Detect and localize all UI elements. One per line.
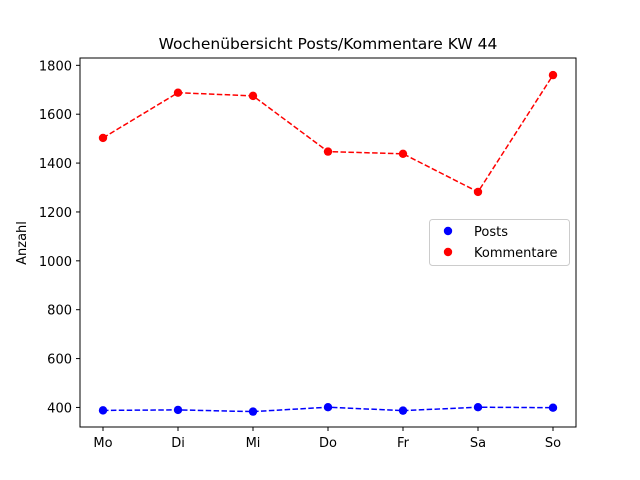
data-point-0-2 [248, 407, 258, 416]
data-point-1-6 [548, 70, 558, 80]
y-tick-label-3: 1000 [39, 255, 72, 270]
plot-area: Mo Di Mi Do Fr Sa So 400 600 800 1000 1200 1400 1600 1… [39, 57, 577, 451]
x-tick-label-6: So [545, 436, 561, 451]
y-tick-label-2: 800 [47, 304, 72, 319]
data-point-1-4 [398, 149, 408, 158]
data-point-0-3 [323, 403, 333, 412]
legend-box [429, 219, 570, 266]
y-tick-label-1: 600 [47, 353, 72, 368]
chart-title: Wochenübersicht Posts/Kommentare KW 44 [159, 35, 498, 53]
legend-marker-0 [443, 226, 453, 236]
legend-label-1: Kommentare [474, 246, 558, 261]
y-tick-label-6: 1600 [39, 108, 72, 123]
x-tick-label-3: Do [319, 436, 337, 451]
x-tick-label-0: Mo [93, 436, 112, 451]
y-tick-label-7: 1800 [39, 59, 72, 74]
data-point-0-5 [473, 403, 483, 412]
data-point-1-5 [473, 187, 483, 197]
x-tick-label-2: Mi [246, 436, 261, 451]
x-tick-label-1: Di [171, 436, 185, 451]
data-point-0-4 [398, 406, 408, 415]
legend-label-0: Posts [474, 225, 508, 240]
y-tick-label-5: 1400 [39, 157, 72, 172]
data-point-1-3 [323, 147, 333, 156]
data-point-1-1 [173, 88, 183, 97]
y-tick-label-4: 1200 [39, 206, 72, 221]
x-tick-label-4: Fr [397, 436, 410, 451]
y-axis-label: Anzahl [15, 221, 30, 265]
data-point-0-1 [173, 405, 183, 415]
legend: Posts Kommentare [429, 219, 570, 266]
data-point-1-0 [98, 133, 108, 143]
x-tick-label-5: Sa [470, 436, 486, 451]
data-point-0-6 [548, 403, 558, 412]
data-point-1-2 [248, 91, 258, 101]
y-tick-label-0: 400 [47, 401, 72, 416]
data-point-0-0 [98, 406, 108, 415]
legend-marker-1 [443, 247, 453, 257]
